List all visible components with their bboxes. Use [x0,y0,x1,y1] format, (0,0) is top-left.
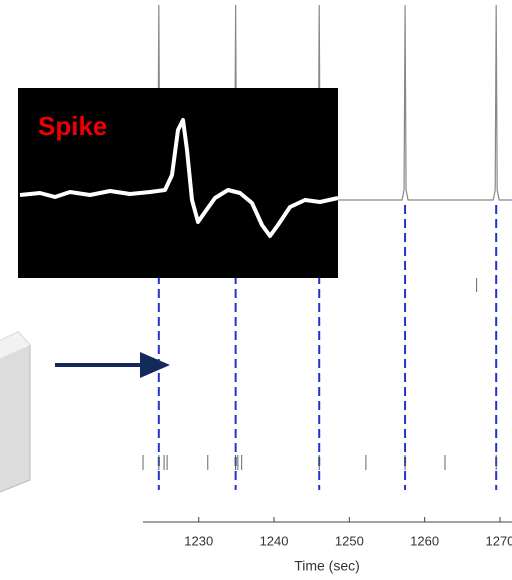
x-tick-label: 1270 [485,533,512,548]
device-top [0,332,30,359]
x-tick-label: 1260 [410,533,439,548]
arrow-head [140,352,170,378]
inset [18,88,338,278]
plot: 1230 1240 1250 1260 1270 [142,4,512,548]
x-tick-label: 1230 [184,533,213,548]
waveform [19,118,339,238]
annotation: Spike [38,111,107,141]
x-tick-label: 1240 [260,533,289,548]
x-tick-label: 1250 [335,533,364,548]
x-axis-label: Time (sec) [294,558,360,574]
